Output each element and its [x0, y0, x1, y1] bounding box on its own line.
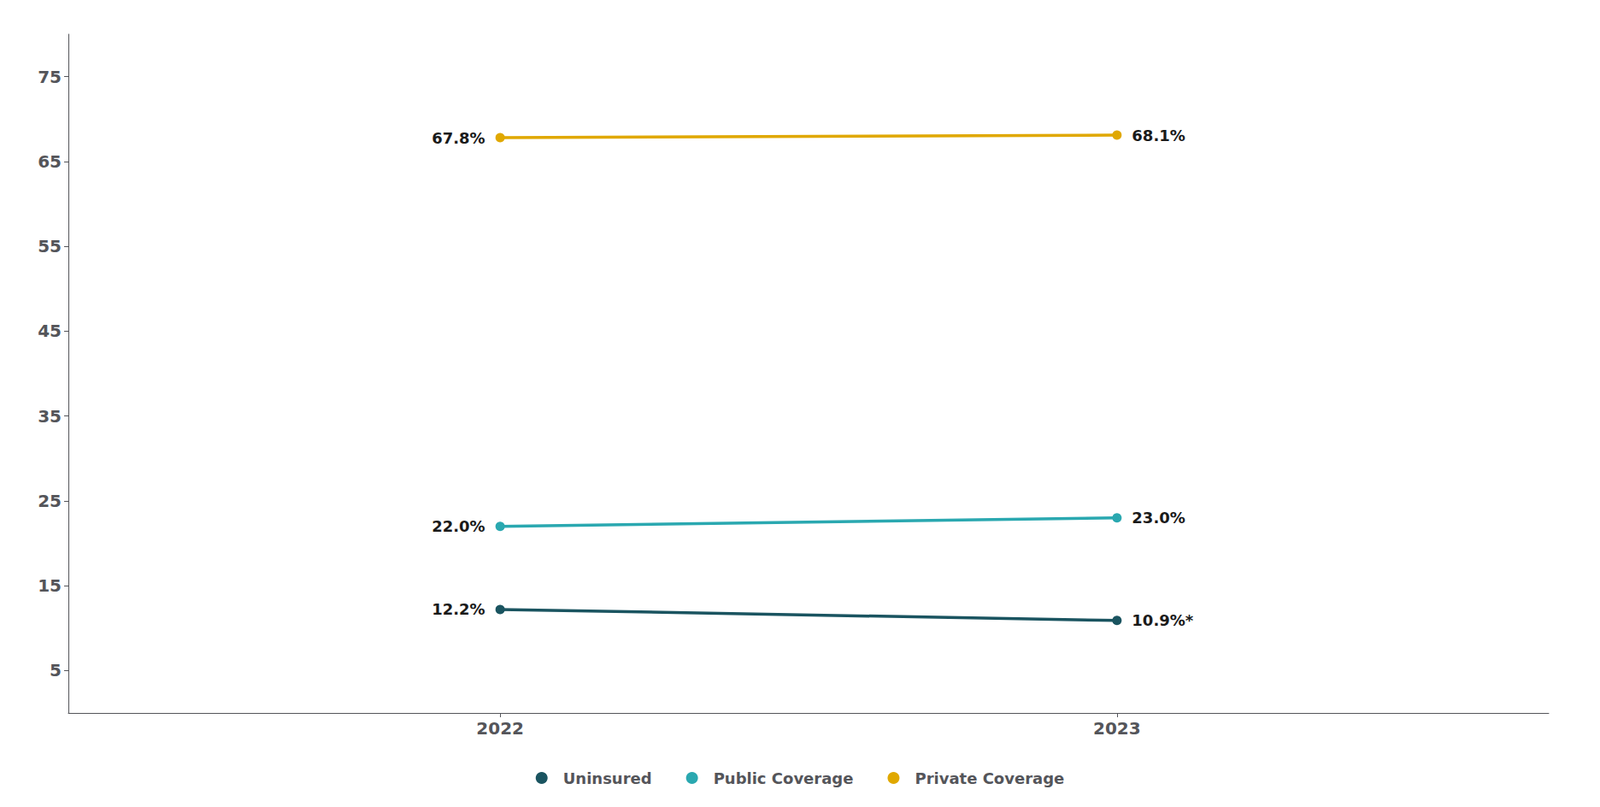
svg-text:2022: 2022 — [476, 717, 524, 739]
svg-text:35: 35 — [37, 405, 62, 427]
svg-text:65: 65 — [37, 151, 62, 172]
svg-text:5: 5 — [49, 659, 62, 681]
svg-text:12.2%: 12.2% — [431, 600, 485, 618]
svg-text:23.0%: 23.0% — [1131, 508, 1185, 527]
svg-text:Uninsured: Uninsured — [563, 769, 653, 788]
svg-text:67.8%: 67.8% — [431, 129, 485, 148]
svg-text:15: 15 — [37, 575, 62, 596]
svg-text:25: 25 — [37, 490, 62, 512]
svg-text:68.1%: 68.1% — [1131, 126, 1185, 145]
svg-text:10.9%*: 10.9%* — [1131, 611, 1194, 630]
svg-text:2023: 2023 — [1093, 717, 1142, 739]
svg-text:45: 45 — [37, 320, 62, 342]
svg-text:Public Coverage: Public Coverage — [713, 769, 854, 788]
svg-text:55: 55 — [37, 235, 62, 257]
svg-text:Private Coverage: Private Coverage — [914, 769, 1065, 788]
svg-text:22.0%: 22.0% — [431, 517, 485, 536]
svg-text:75: 75 — [37, 66, 62, 88]
